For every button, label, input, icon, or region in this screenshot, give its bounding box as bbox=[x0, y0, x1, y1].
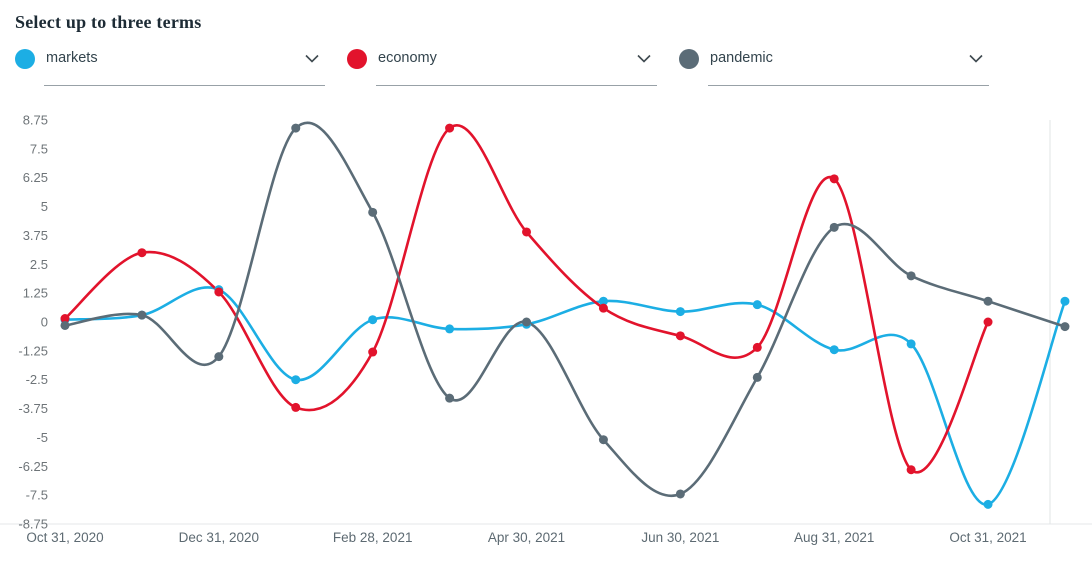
data-point-pandemic[interactable] bbox=[829, 222, 839, 232]
data-point-economy[interactable] bbox=[598, 303, 608, 313]
data-point-markets[interactable] bbox=[291, 375, 301, 385]
data-point-economy[interactable] bbox=[752, 342, 762, 352]
data-point-pandemic[interactable] bbox=[445, 393, 455, 403]
y-axis-tick-label: -8.75 bbox=[18, 517, 48, 532]
series-color-dot-markets bbox=[15, 49, 35, 69]
y-axis-tick-label: -5 bbox=[36, 430, 48, 445]
data-point-pandemic[interactable] bbox=[214, 352, 224, 362]
data-point-markets[interactable] bbox=[445, 324, 455, 334]
data-point-markets[interactable] bbox=[368, 315, 378, 325]
data-point-markets[interactable] bbox=[829, 345, 839, 355]
data-point-economy[interactable] bbox=[60, 314, 70, 324]
page-title: Select up to three terms bbox=[15, 12, 202, 32]
chevron-down-icon bbox=[637, 54, 651, 63]
data-point-pandemic[interactable] bbox=[598, 435, 608, 445]
y-axis-tick-label: -1.25 bbox=[18, 343, 48, 358]
y-axis-tick-label: -6.25 bbox=[18, 459, 48, 474]
data-point-markets[interactable] bbox=[983, 499, 993, 509]
y-axis-tick-label: 1.25 bbox=[23, 286, 48, 301]
data-point-economy[interactable] bbox=[675, 331, 685, 341]
data-point-pandemic[interactable] bbox=[522, 317, 532, 327]
series-line-pandemic bbox=[63, 121, 1067, 498]
y-axis-tick-label: 3.75 bbox=[23, 228, 48, 243]
y-axis-tick-label: 6.25 bbox=[23, 170, 48, 185]
data-point-pandemic[interactable] bbox=[368, 207, 378, 217]
data-point-economy[interactable] bbox=[291, 402, 301, 412]
term-selector-label: markets bbox=[46, 50, 98, 66]
y-axis-tick-label: -3.75 bbox=[18, 401, 48, 416]
chevron-down-icon bbox=[305, 54, 319, 63]
term-selector-pandemic[interactable]: pandemic bbox=[679, 47, 989, 86]
y-axis-tick-label: 2.5 bbox=[30, 257, 48, 272]
series-color-dot-pandemic bbox=[679, 49, 699, 69]
data-point-economy[interactable] bbox=[214, 287, 224, 297]
data-point-pandemic[interactable] bbox=[983, 296, 993, 306]
chevron-down-icon bbox=[969, 54, 983, 63]
data-point-pandemic[interactable] bbox=[60, 320, 70, 330]
data-point-markets[interactable] bbox=[1060, 296, 1070, 306]
x-axis-tick-label: Feb 28, 2021 bbox=[333, 530, 413, 545]
term-selector-label: economy bbox=[378, 50, 437, 66]
data-point-markets[interactable] bbox=[906, 339, 916, 349]
x-axis-tick-label: Jun 30, 2021 bbox=[641, 530, 719, 545]
series-line-economy bbox=[63, 124, 990, 474]
series-color-dot-economy bbox=[347, 49, 367, 69]
term-selectors: markets economy pandemic bbox=[0, 47, 1092, 86]
data-point-economy[interactable] bbox=[522, 227, 532, 237]
data-point-markets[interactable] bbox=[598, 296, 608, 306]
y-axis-tick-label: -2.5 bbox=[26, 372, 48, 387]
trends-chart: 8.75 7.5 6.25 5 3.75 2.5 1.25 0 -1.25 -2.5 -3.75 -5… bbox=[0, 105, 1092, 575]
data-point-pandemic[interactable] bbox=[752, 372, 762, 382]
data-point-economy[interactable] bbox=[829, 174, 839, 184]
x-axis-tick-label: Apr 30, 2021 bbox=[488, 530, 565, 545]
y-axis-tick-label: 0 bbox=[41, 315, 48, 330]
data-point-economy[interactable] bbox=[983, 317, 993, 327]
term-select-box[interactable]: economy bbox=[376, 47, 657, 86]
term-select-box[interactable]: markets bbox=[44, 47, 325, 86]
data-point-pandemic[interactable] bbox=[291, 123, 301, 133]
data-point-economy[interactable] bbox=[445, 123, 455, 133]
data-point-economy[interactable] bbox=[137, 248, 147, 258]
term-selector-economy[interactable]: economy bbox=[347, 47, 657, 86]
data-point-economy[interactable] bbox=[906, 465, 916, 475]
line-chart-svg: 8.75 7.5 6.25 5 3.75 2.5 1.25 0 -1.25 -2.5 -3.75 -5… bbox=[0, 113, 1092, 545]
data-point-economy[interactable] bbox=[368, 347, 378, 357]
data-point-pandemic[interactable] bbox=[137, 310, 147, 320]
y-axis-tick-label: 8.75 bbox=[23, 113, 48, 128]
x-axis-tick-label: Dec 31, 2020 bbox=[179, 530, 259, 545]
term-selector-label: pandemic bbox=[710, 50, 773, 66]
x-axis-tick-label: Aug 31, 2021 bbox=[794, 530, 874, 545]
term-selector-markets[interactable]: markets bbox=[15, 47, 325, 86]
data-point-pandemic[interactable] bbox=[906, 271, 916, 281]
term-select-box[interactable]: pandemic bbox=[708, 47, 989, 86]
y-axis-tick-label: 5 bbox=[41, 199, 48, 214]
data-point-markets[interactable] bbox=[675, 307, 685, 317]
x-axis-tick-label: Oct 31, 2021 bbox=[949, 530, 1026, 545]
data-point-markets[interactable] bbox=[752, 300, 762, 310]
y-axis-tick-label: -7.5 bbox=[26, 488, 48, 503]
x-axis-tick-label: Oct 31, 2020 bbox=[26, 530, 103, 545]
y-axis-tick-label: 7.5 bbox=[30, 141, 48, 156]
data-point-pandemic[interactable] bbox=[1060, 322, 1070, 332]
data-point-pandemic[interactable] bbox=[675, 489, 685, 499]
